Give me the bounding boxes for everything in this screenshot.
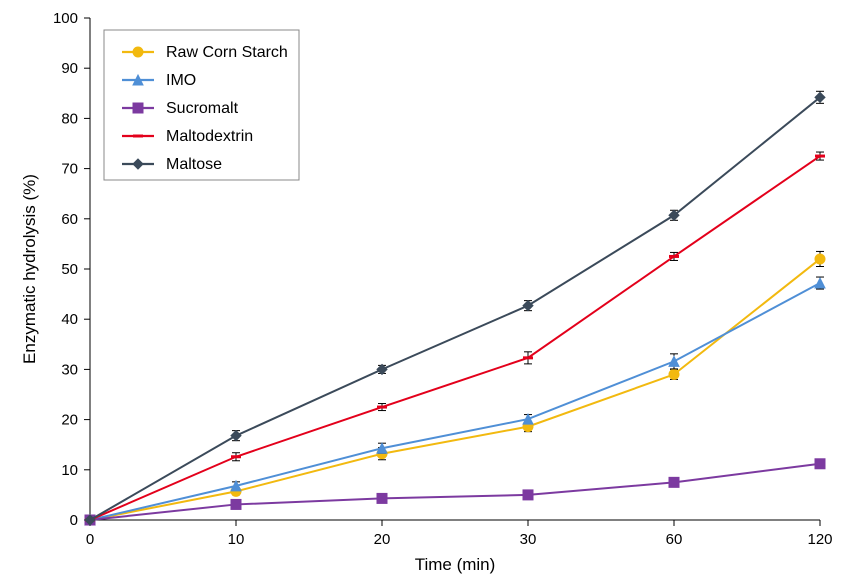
svg-text:40: 40 [61, 311, 78, 328]
svg-text:120: 120 [807, 531, 832, 548]
legend-label-sucro: Sucromalt [166, 100, 239, 117]
svg-text:0: 0 [70, 512, 78, 529]
svg-text:90: 90 [61, 60, 78, 77]
svg-text:60: 60 [666, 531, 683, 548]
svg-text:50: 50 [61, 261, 78, 278]
legend-label-maltose: Maltose [166, 156, 222, 173]
x-axis-label: Time (min) [415, 555, 496, 574]
svg-text:20: 20 [61, 412, 78, 429]
svg-text:30: 30 [61, 361, 78, 378]
svg-text:70: 70 [61, 161, 78, 178]
svg-text:80: 80 [61, 110, 78, 127]
svg-text:0: 0 [86, 531, 94, 548]
y-axis-label: Enzymatic hydrolysis (%) [20, 174, 39, 364]
svg-text:10: 10 [61, 462, 78, 479]
svg-text:60: 60 [61, 211, 78, 228]
svg-text:100: 100 [53, 10, 78, 27]
legend-label-malto: Maltodextrin [166, 128, 253, 145]
legend-label-imo: IMO [166, 72, 196, 89]
chart-container: 0 10 20 30 40 50 60 70 80 90 100 0 10 20 30 60 120 Enzyma… [0, 0, 850, 587]
line-chart: 0 10 20 30 40 50 60 70 80 90 100 0 10 20 30 60 120 Enzyma… [0, 0, 850, 587]
svg-text:20: 20 [374, 531, 391, 548]
legend-label-raw: Raw Corn Starch [166, 44, 288, 61]
svg-text:30: 30 [520, 531, 537, 548]
svg-text:10: 10 [228, 531, 245, 548]
